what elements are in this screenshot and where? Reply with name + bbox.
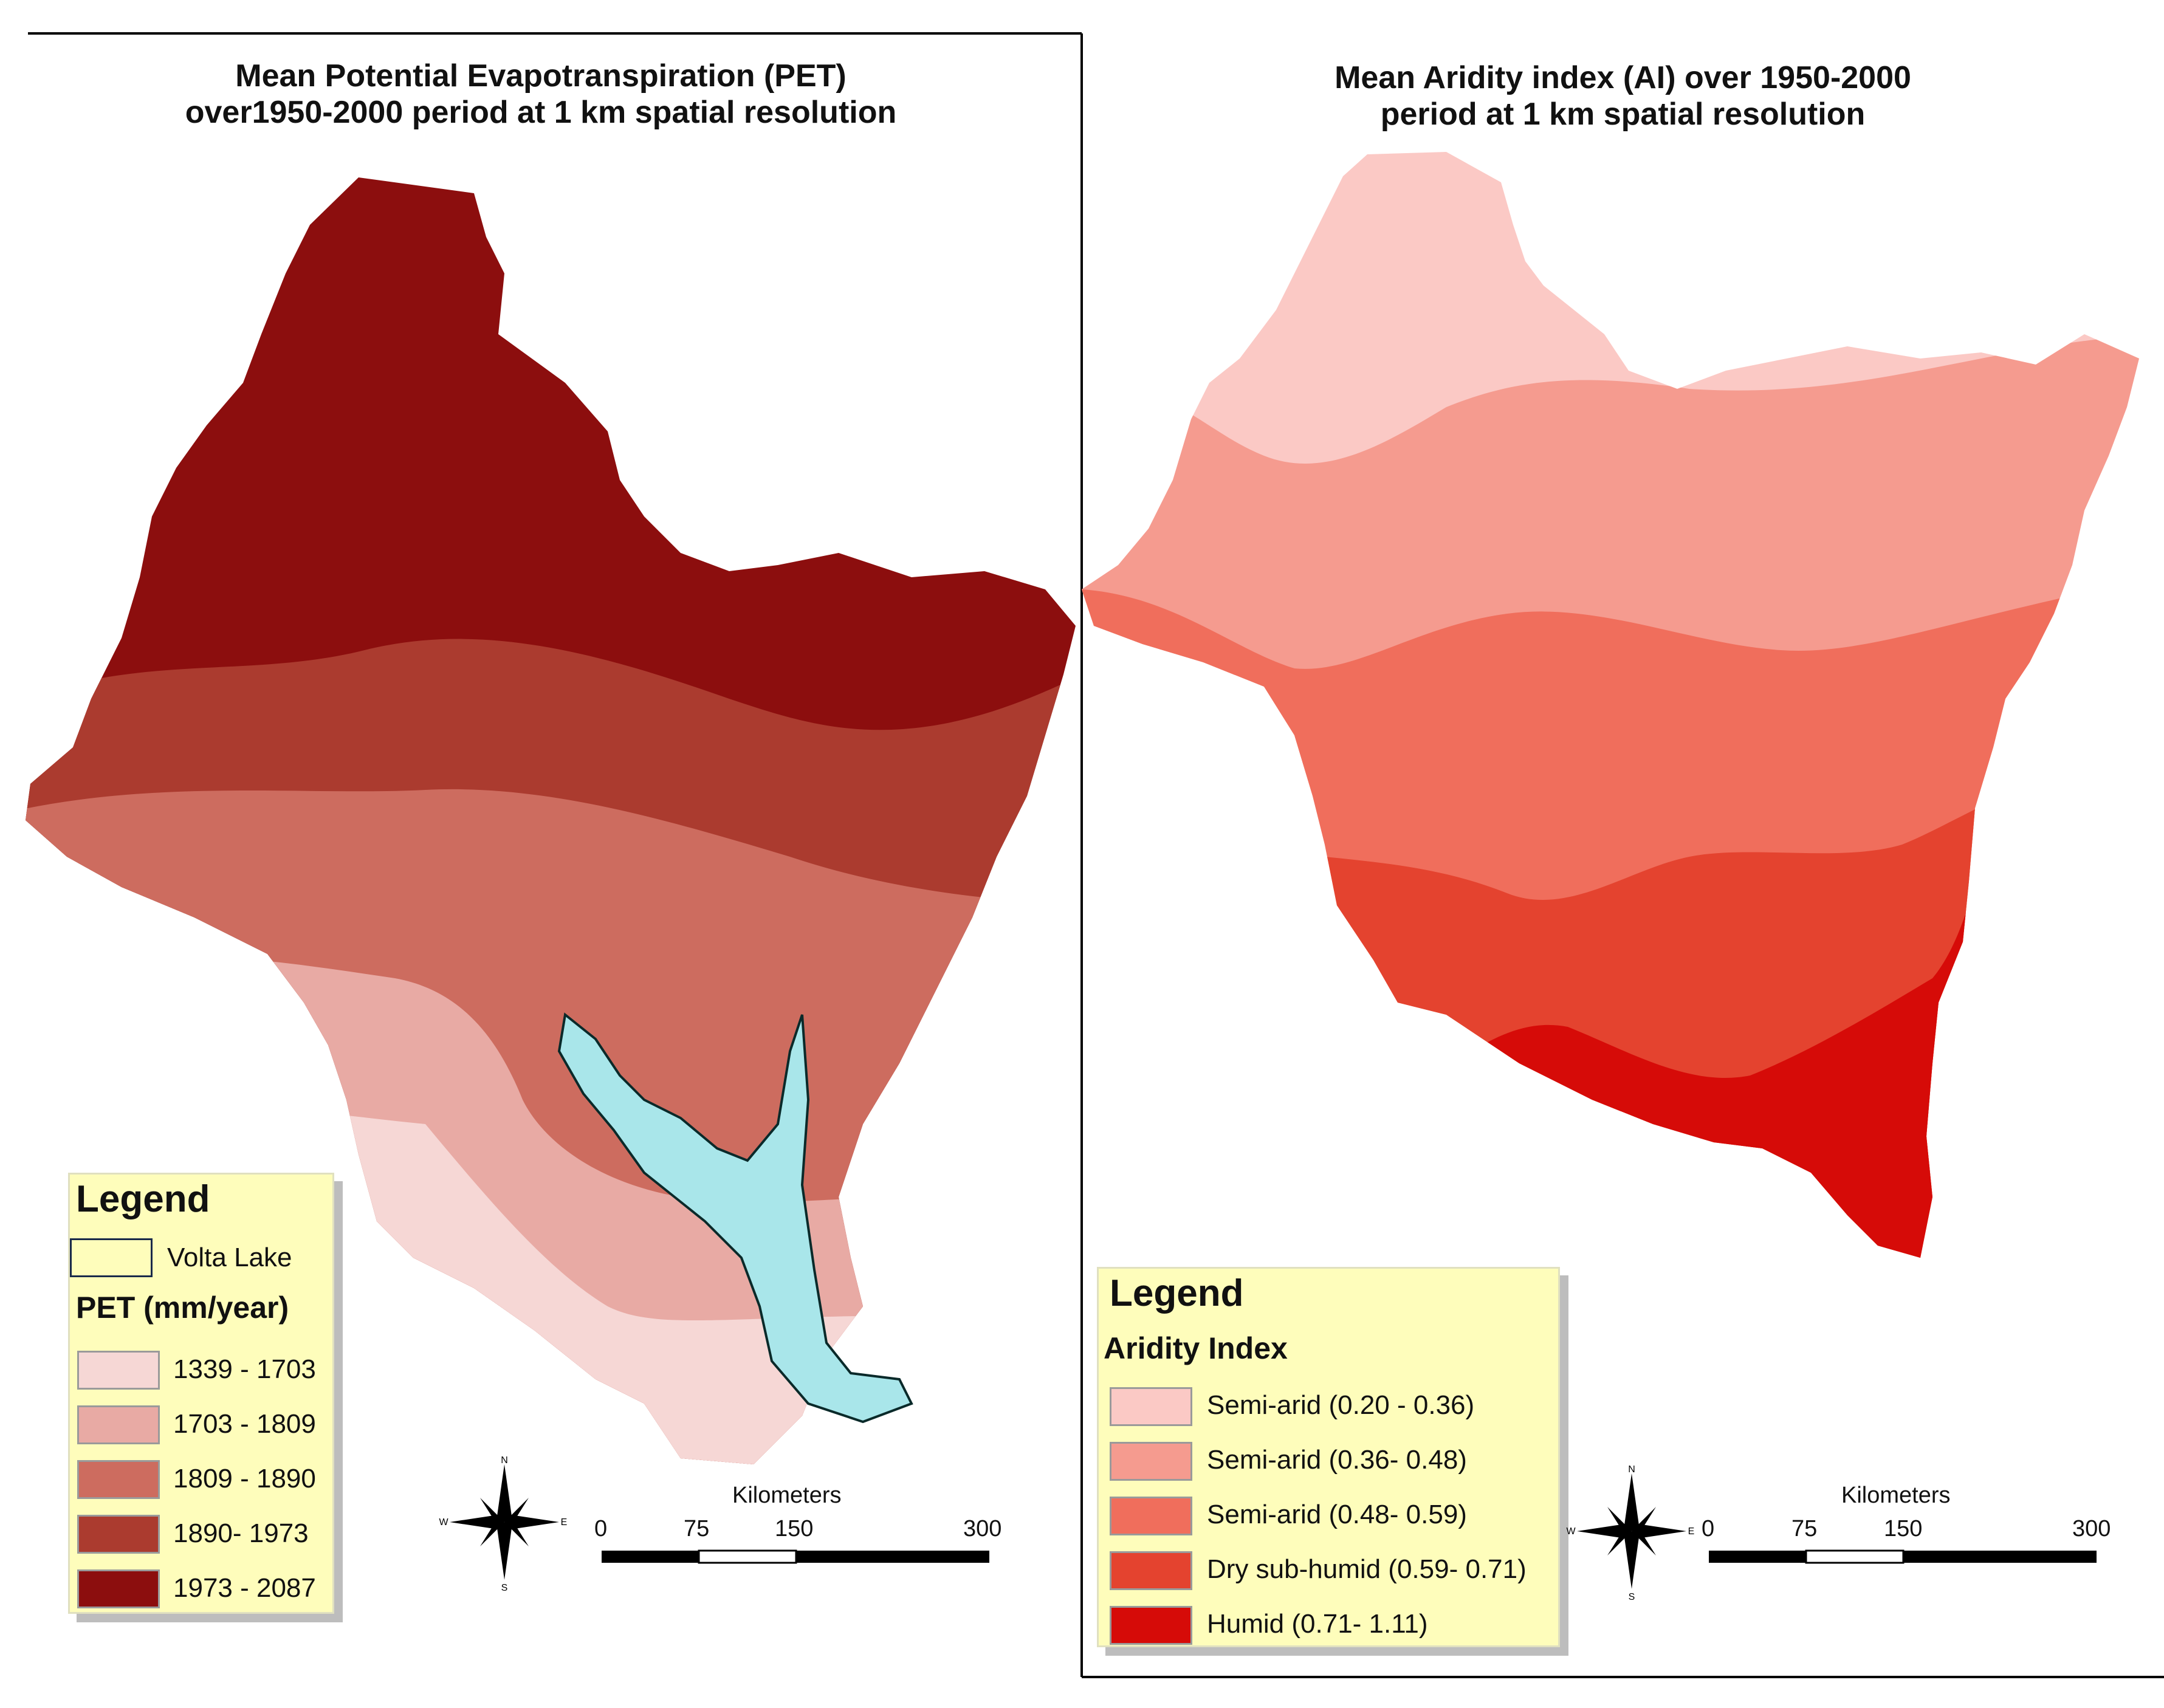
aridity-swatch-2	[1110, 1442, 1192, 1481]
ai-map-title-line1: Mean Aridity index (AI) over 1950-2000	[1334, 60, 1911, 95]
aridity-legend-subtitle: Aridity Index	[1104, 1331, 1288, 1365]
compass-e-label: E	[1688, 1526, 1695, 1537]
volta-lake	[557, 1012, 913, 1424]
compass-rose-icon: N E S W	[1566, 1464, 1695, 1601]
aridity-class-label-2: Semi-arid (0.36- 0.48)	[1207, 1445, 1467, 1475]
compass-rose-icon: N E S W	[439, 1455, 568, 1592]
aridity-swatch-3	[1110, 1497, 1192, 1535]
aridity-scale-tick-300: 300	[2072, 1516, 2111, 1542]
pet-map-title-line1: Mean Potential Evapotranspiration (PET)	[235, 58, 847, 94]
volta-lake-label: Volta Lake	[167, 1243, 292, 1272]
aridity-class-label-5: Humid (0.71- 1.11)	[1207, 1609, 1428, 1639]
aridity-swatch-4	[1110, 1551, 1192, 1590]
pet-class-label-3: 1809 - 1890	[173, 1464, 316, 1494]
aridity-legend: Legend Aridity Index Semi-arid (0.20 - 0…	[1097, 1267, 1560, 1647]
aridity-swatch-5	[1110, 1606, 1192, 1645]
aridity-scale-tick-75: 75	[1791, 1516, 1818, 1542]
compass-e-label: E	[561, 1517, 568, 1528]
pet-swatch-4	[77, 1515, 160, 1554]
pet-scale-tick-150: 150	[775, 1516, 814, 1542]
volta-lake-swatch	[70, 1238, 153, 1277]
pet-map-title-line2: over1950-2000 period at 1 km spatial res…	[185, 95, 897, 130]
pet-legend-title: Legend	[76, 1178, 210, 1220]
compass-w-label: W	[1566, 1526, 1576, 1537]
pet-scale-tick-0: 0	[594, 1516, 608, 1542]
pet-swatch-3	[77, 1460, 160, 1499]
aridity-scale-bar	[1709, 1549, 2097, 1564]
pet-scale-unit: Kilometers	[732, 1483, 842, 1508]
pet-scale-bar	[602, 1549, 989, 1564]
aridity-class-label-4: Dry sub-humid (0.59- 0.71)	[1207, 1554, 1527, 1584]
pet-scale-tick-300: 300	[963, 1516, 1002, 1542]
aridity-swatch-1	[1110, 1387, 1192, 1426]
aridity-scale-tick-150: 150	[1884, 1516, 1923, 1542]
pet-scale-tick-75: 75	[684, 1516, 710, 1542]
aridity-scale-unit: Kilometers	[1841, 1483, 1951, 1508]
pet-swatch-5	[77, 1569, 160, 1608]
compass-n-label: N	[1628, 1464, 1635, 1475]
pet-class-label-2: 1703 - 1809	[173, 1409, 316, 1439]
aridity-scale-tick-0: 0	[1702, 1516, 1715, 1542]
ai-map-title-line2: period at 1 km spatial resolution	[1380, 97, 1866, 132]
compass-s-label: S	[1629, 1592, 1635, 1601]
aridity-map	[1082, 152, 2139, 1258]
aridity-legend-title: Legend	[1110, 1272, 1244, 1314]
compass-s-label: S	[501, 1583, 508, 1592]
pet-legend-subtitle: PET (mm/year)	[76, 1291, 289, 1325]
pet-legend: Legend Volta Lake PET (mm/year) 1339 - 1…	[68, 1173, 334, 1614]
aridity-class-label-3: Semi-arid (0.48- 0.59)	[1207, 1500, 1467, 1529]
pet-swatch-1	[77, 1351, 160, 1390]
pet-class-label-4: 1890- 1973	[173, 1518, 309, 1548]
compass-w-label: W	[439, 1517, 448, 1528]
compass-n-label: N	[501, 1455, 508, 1466]
aridity-class-label-1: Semi-arid (0.20 - 0.36)	[1207, 1390, 1475, 1420]
pet-swatch-2	[77, 1405, 160, 1444]
pet-class-label-5: 1973 - 2087	[173, 1573, 316, 1603]
pet-class-label-1: 1339 - 1703	[173, 1354, 316, 1384]
